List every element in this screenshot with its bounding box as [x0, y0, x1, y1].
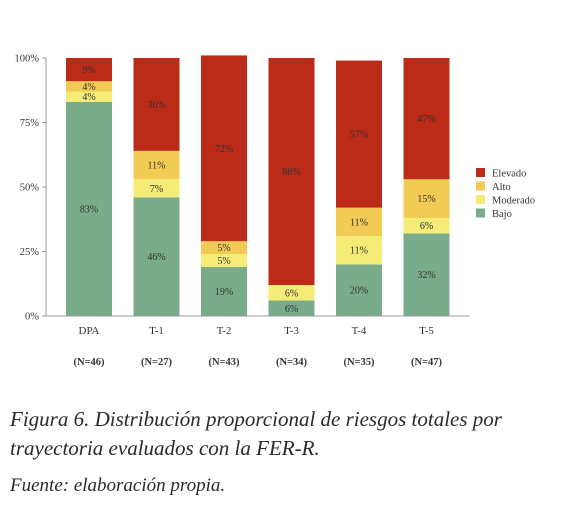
data-label: 6%: [420, 221, 433, 232]
legend-swatch-elevado: [476, 168, 485, 177]
x-tick-label: T-5: [419, 325, 434, 337]
data-label: 11%: [350, 217, 368, 228]
sample-size-label: (N=47): [411, 357, 443, 368]
bar-segment-moderado: [268, 285, 315, 301]
bar-segment-alto: [336, 207, 382, 237]
data-label: 46%: [147, 252, 165, 263]
bar-segment-elevado: [201, 55, 247, 242]
legend-swatch-bajo: [476, 208, 485, 218]
x-tick-label: T-1: [149, 325, 164, 337]
legend-swatch-alto: [476, 181, 485, 191]
x-tick-label: T-2: [217, 325, 232, 337]
stacked-bar-chart: 0% 25% 50% 75% 100% 83% 4%4% 9% 46% 7% 11% 36% 19% 5…: [15, 54, 536, 369]
sample-size-label: (N=43): [208, 357, 240, 368]
y-axis: 0% 25% 50% 75% 100%: [15, 54, 47, 323]
y-tick-label: 100%: [15, 54, 40, 65]
legend-label: Alto: [492, 182, 511, 193]
x-tick-label: T-3: [284, 325, 299, 337]
data-label: 5%: [217, 243, 230, 254]
bar-segment-moderado: [403, 217, 450, 234]
bar-segment-alto: [66, 81, 112, 92]
bar-segment-bajo: [133, 197, 180, 316]
data-label: 5%: [217, 256, 230, 267]
figure-caption: Figura 6. Distribución proporcional de r…: [10, 407, 502, 460]
sample-size-label: (N=35): [343, 357, 375, 368]
x-axis: DPA (N=46) T-1 (N=27) T-2 (N=43) T-3 (N=34) T-4 (…: [46, 315, 470, 368]
data-label: 83%: [80, 204, 98, 215]
y-tick-label: 25%: [20, 247, 40, 258]
bar-segment-alto: [201, 241, 247, 255]
legend: Elevado Alto Moderado Bajo: [476, 168, 535, 220]
bar-segment-elevado: [66, 58, 112, 82]
sample-size-label: (N=46): [73, 357, 105, 368]
bar-segment-elevado: [403, 58, 450, 180]
data-label: 6%: [285, 304, 298, 315]
bar-segment-moderado: [133, 179, 180, 198]
data-label: 57%: [350, 130, 368, 141]
y-tick-label: 0%: [25, 312, 39, 323]
data-label: 11%: [148, 161, 166, 172]
sample-size-label: (N=27): [141, 357, 173, 368]
bar-segment-moderado: [201, 254, 247, 267]
bar-segment-elevado: [336, 60, 382, 208]
bar-segment-bajo: [66, 101, 112, 316]
data-label: 15%: [417, 194, 435, 205]
data-label: 6%: [285, 288, 298, 299]
figure-source: Fuente: elaboración propia.: [10, 475, 226, 496]
bar-segment-elevado: [268, 58, 315, 286]
bar-segment-bajo: [268, 300, 315, 316]
bars: 83% 4%4% 9% 46% 7% 11% 36% 19% 5% 5% 72% 6% 6% 88% 20%…: [66, 55, 450, 316]
data-label: 4%: [82, 82, 95, 93]
data-label: 19%: [215, 287, 233, 298]
bar-segment-moderado: [336, 236, 382, 265]
data-label: 72%: [215, 144, 233, 155]
data-label: 11%: [350, 246, 368, 257]
data-label: 47%: [417, 114, 435, 125]
bar-segment-alto: [133, 150, 180, 180]
legend-label: Elevado: [492, 169, 526, 180]
legend-swatch-moderado: [476, 195, 485, 204]
x-tick-label: T-4: [352, 325, 367, 337]
data-label: 32%: [417, 270, 435, 281]
data-label: 36%: [147, 100, 165, 111]
data-label: 20%: [350, 286, 368, 297]
y-tick-label: 50%: [20, 183, 40, 194]
sample-size-label: (N=34): [276, 357, 308, 368]
y-tick-label: 75%: [20, 118, 40, 129]
x-tick-label: DPA: [79, 325, 100, 337]
bar-segment-moderado: [66, 91, 112, 102]
bar-segment-alto: [403, 179, 450, 218]
data-label: 4%: [82, 92, 95, 103]
bar-segment-bajo: [201, 266, 247, 316]
legend-label: Moderado: [492, 196, 535, 207]
data-label: 88%: [282, 167, 300, 178]
data-label: 9%: [82, 65, 95, 76]
legend-label: Bajo: [492, 209, 512, 220]
bar-segment-bajo: [336, 264, 382, 316]
bar-segment-elevado: [133, 58, 180, 151]
data-label: 7%: [150, 184, 163, 195]
bar-segment-bajo: [403, 233, 450, 316]
